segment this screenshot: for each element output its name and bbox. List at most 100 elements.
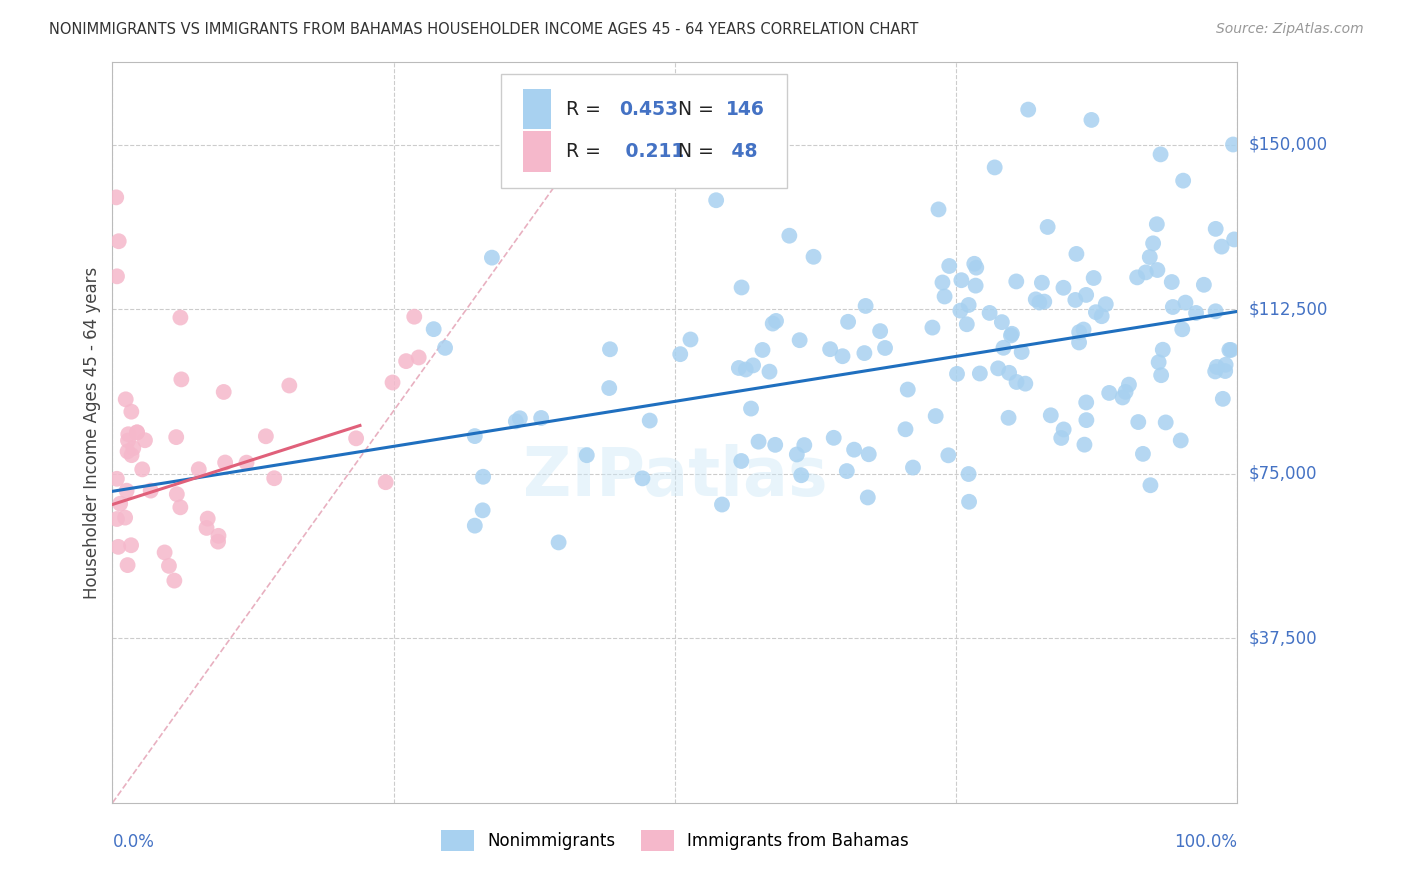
Point — [107, 540, 129, 554]
Point — [957, 298, 980, 312]
Point — [1171, 322, 1194, 336]
Point — [1142, 236, 1164, 251]
Point — [1111, 391, 1133, 405]
Point — [1146, 263, 1168, 277]
Point — [509, 411, 531, 425]
Point — [1118, 377, 1140, 392]
Point — [965, 278, 987, 293]
Point — [1005, 375, 1028, 389]
Point — [1205, 304, 1227, 318]
Point — [598, 381, 620, 395]
Point — [105, 512, 128, 526]
Point — [1149, 147, 1171, 161]
Point — [122, 441, 145, 455]
Point — [1215, 358, 1237, 372]
Point — [853, 346, 876, 360]
Point — [1192, 277, 1215, 292]
Point — [481, 251, 503, 265]
Point — [434, 341, 457, 355]
Point — [1146, 217, 1168, 231]
Point — [894, 422, 917, 436]
Point — [856, 491, 879, 505]
Point — [1098, 386, 1121, 401]
Point — [120, 538, 142, 552]
Point — [924, 409, 946, 423]
Point — [105, 190, 128, 204]
Point — [1052, 281, 1074, 295]
Point — [344, 431, 367, 445]
Point — [134, 434, 156, 448]
Point — [1080, 112, 1102, 127]
Point — [165, 430, 187, 444]
Text: ZIPatlas: ZIPatlas — [523, 444, 827, 510]
Point — [1076, 413, 1098, 427]
Point — [831, 349, 853, 363]
Point — [931, 276, 953, 290]
Point — [1036, 219, 1059, 234]
Point — [575, 448, 598, 462]
Point — [778, 228, 800, 243]
Point — [938, 448, 960, 462]
Point — [105, 472, 128, 486]
Point — [998, 366, 1021, 380]
Text: NONIMMIGRANTS VS IMMIGRANTS FROM BAHAMAS HOUSEHOLDER INCOME AGES 45 - 64 YEARS C: NONIMMIGRANTS VS IMMIGRANTS FROM BAHAMAS… — [49, 22, 918, 37]
Point — [762, 317, 785, 331]
Point — [728, 361, 751, 376]
Point — [957, 495, 980, 509]
Point — [835, 464, 858, 478]
Point — [1069, 325, 1091, 339]
Text: N =: N = — [678, 142, 720, 161]
Point — [1218, 343, 1240, 357]
Point — [1014, 376, 1036, 391]
Point — [901, 460, 924, 475]
FancyBboxPatch shape — [523, 131, 551, 171]
Point — [938, 259, 960, 273]
Point — [1213, 364, 1236, 378]
Point — [1073, 437, 1095, 451]
Point — [197, 511, 219, 525]
Point — [803, 250, 825, 264]
Point — [1160, 275, 1182, 289]
FancyBboxPatch shape — [523, 88, 551, 129]
Point — [131, 462, 153, 476]
Point — [957, 467, 980, 481]
Point — [855, 299, 877, 313]
Point — [547, 535, 569, 549]
Point — [950, 273, 973, 287]
Point — [869, 324, 891, 338]
Point — [965, 260, 987, 275]
Point — [1011, 345, 1033, 359]
Point — [1050, 431, 1073, 445]
Point — [1205, 222, 1227, 236]
Point — [873, 341, 896, 355]
Point — [115, 483, 138, 498]
Point — [1067, 335, 1090, 350]
Point — [117, 558, 139, 573]
Point — [1091, 309, 1114, 323]
Point — [114, 392, 136, 407]
Point — [1084, 305, 1107, 319]
Point — [235, 456, 257, 470]
Point — [153, 545, 176, 559]
Point — [1154, 416, 1177, 430]
Point — [395, 354, 418, 368]
Point — [254, 429, 277, 443]
Point — [991, 315, 1014, 329]
Point — [1223, 232, 1246, 246]
Text: 48: 48 — [725, 142, 758, 161]
Point — [530, 411, 553, 425]
Text: $75,000: $75,000 — [1249, 465, 1317, 483]
Point — [730, 280, 752, 294]
Text: R =: R = — [565, 142, 606, 161]
Point — [789, 333, 811, 347]
Point — [117, 427, 139, 442]
Point — [956, 318, 979, 332]
Point — [1005, 275, 1028, 289]
Point — [669, 347, 692, 361]
Point — [1094, 297, 1116, 311]
Point — [1039, 409, 1062, 423]
Point — [169, 310, 191, 325]
Point — [278, 378, 301, 392]
Point — [897, 383, 920, 397]
Point — [472, 469, 495, 483]
